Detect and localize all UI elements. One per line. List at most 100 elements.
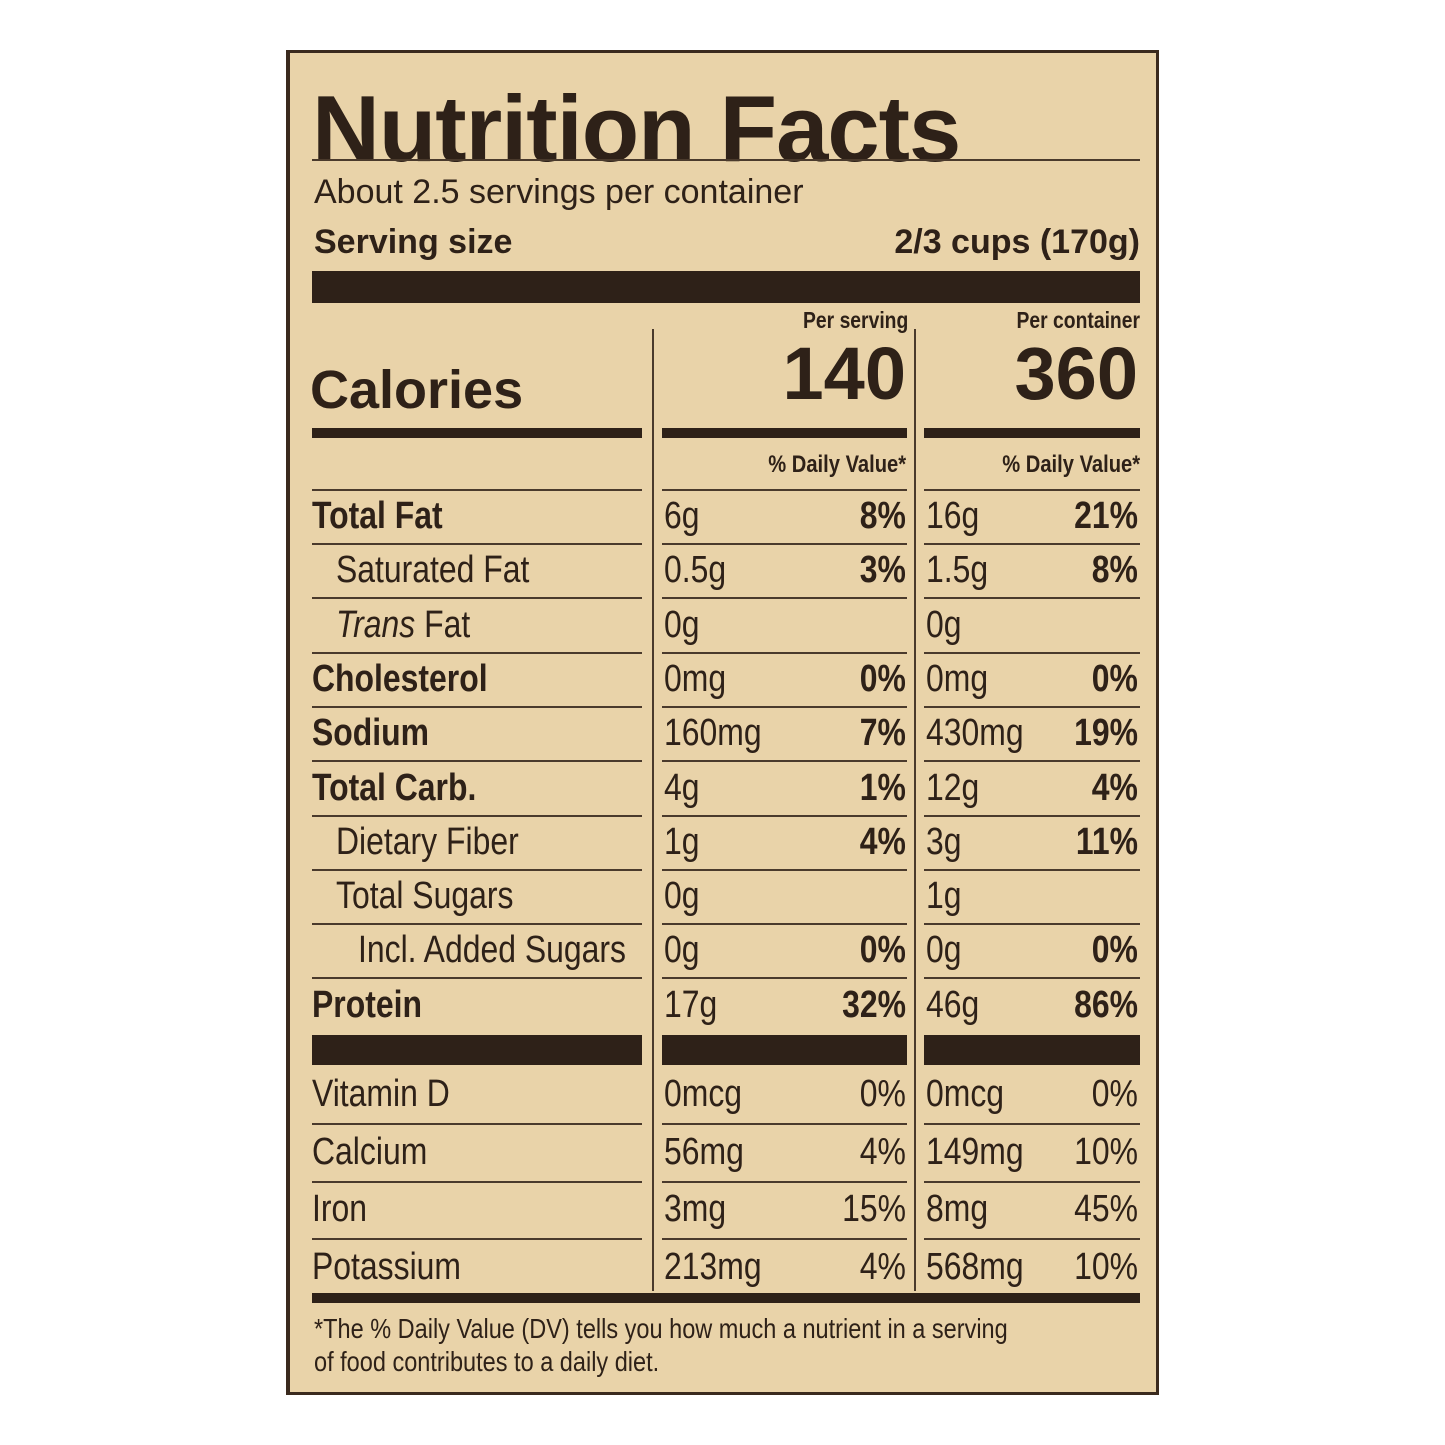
nutrient-row-line-label bbox=[312, 651, 642, 654]
vitamin-amount-serving: 213mg bbox=[664, 1245, 762, 1288]
nutrient-row-line-container bbox=[924, 651, 1140, 654]
nutrient-amount-container: 3g bbox=[926, 820, 962, 863]
nutrient-dv-serving: 4% bbox=[859, 820, 906, 863]
nutrient-dv-container: 0% bbox=[1091, 929, 1138, 972]
serving-size-value: 2/3 cups (170g) bbox=[894, 223, 1140, 261]
dv-header-line-serving bbox=[662, 489, 907, 491]
nutrient-row-line-container bbox=[924, 543, 1140, 545]
serving-size-label: Serving size bbox=[314, 223, 513, 261]
calories-per-serving: 140 bbox=[782, 332, 906, 415]
calories-bar-1 bbox=[312, 428, 642, 438]
nutrient-row-line-serving bbox=[662, 705, 907, 708]
nutrient-label: Saturated Fat bbox=[336, 549, 530, 592]
vitamin-label: Vitamin D bbox=[312, 1073, 450, 1115]
nutrient-dv-serving: 32% bbox=[842, 983, 906, 1026]
per-serving-header: Per serving bbox=[802, 307, 908, 333]
vitamin-amount-container: 149mg bbox=[926, 1130, 1024, 1173]
nutrient-amount-serving: 4g bbox=[664, 766, 700, 809]
nutrient-amount-container: 16g bbox=[926, 495, 980, 537]
daily-value-header-serving: % Daily Value* bbox=[768, 451, 906, 478]
vitamin-dv-container: 45% bbox=[1074, 1188, 1138, 1230]
nutrient-label: Total Sugars bbox=[336, 875, 514, 918]
footnote-line-1: *The % Daily Value (DV) tells you how mu… bbox=[314, 1313, 1008, 1344]
vitamin-row-line-container bbox=[924, 1180, 1140, 1183]
nutrient-row-line-container bbox=[924, 977, 1140, 980]
nutrient-dv-serving: 0% bbox=[859, 657, 906, 700]
nutrient-amount-container: 1.5g bbox=[926, 549, 989, 592]
vitamin-dv-container: 10% bbox=[1074, 1245, 1138, 1288]
vitamin-amount-container: 8mg bbox=[926, 1188, 989, 1230]
nutrient-amount-serving: 0g bbox=[664, 929, 700, 972]
nutrient-dv-serving: 8% bbox=[859, 495, 906, 537]
nutrient-dv-container: 4% bbox=[1091, 766, 1138, 809]
calories-bar-2 bbox=[662, 428, 907, 438]
vitamin-amount-serving: 56mg bbox=[664, 1130, 744, 1173]
dv-header-line-container bbox=[924, 489, 1140, 491]
vitamin-bar-1 bbox=[312, 1035, 642, 1065]
vitamin-dv-container: 10% bbox=[1074, 1130, 1138, 1173]
nutrient-amount-serving: 0g bbox=[664, 603, 700, 646]
nutrient-label: Dietary Fiber bbox=[336, 820, 519, 863]
vitamin-amount-serving: 0mcg bbox=[664, 1073, 743, 1115]
nutrient-dv-container: 8% bbox=[1091, 549, 1138, 592]
nutrient-row-line-label bbox=[312, 597, 642, 600]
nutrient-amount-serving: 0g bbox=[664, 875, 700, 918]
vitamin-bar-2 bbox=[662, 1035, 907, 1065]
nutrient-row-line-container bbox=[924, 868, 1140, 871]
calories-per-container: 360 bbox=[1014, 332, 1138, 415]
vitamin-dv-serving: 4% bbox=[859, 1130, 906, 1173]
dv-header-line-label bbox=[312, 489, 642, 491]
nutrient-row-line-container bbox=[924, 705, 1140, 708]
nutrient-amount-container: 430mg bbox=[926, 712, 1024, 755]
nutrient-row-line-serving bbox=[662, 651, 907, 654]
vitamin-amount-serving: 3mg bbox=[664, 1188, 727, 1230]
nutrient-row-line-label bbox=[312, 705, 642, 708]
nutrient-dv-serving: 3% bbox=[859, 549, 906, 592]
vitamin-row-line-label bbox=[312, 1238, 642, 1240]
nutrient-row-line-label bbox=[312, 923, 642, 926]
serving-thick-bar bbox=[312, 271, 1140, 303]
nutrient-row-line-label bbox=[312, 977, 642, 980]
nutrient-label: Total Carb. bbox=[312, 766, 477, 809]
nutrient-dv-container: 0% bbox=[1091, 657, 1138, 700]
nutrient-amount-container: 0mg bbox=[926, 657, 989, 700]
column-divider-2 bbox=[914, 329, 916, 1291]
calories-bar-3 bbox=[924, 428, 1140, 438]
nutrient-dv-container: 86% bbox=[1074, 983, 1138, 1026]
nutrient-row-line-serving bbox=[662, 760, 907, 763]
nutrient-amount-serving: 1g bbox=[664, 820, 700, 863]
vitamin-label: Iron bbox=[312, 1188, 368, 1230]
column-divider-1 bbox=[652, 329, 654, 1291]
nutrient-row-line-container bbox=[924, 923, 1140, 926]
nutrient-row-line-serving bbox=[662, 543, 907, 545]
vitamin-row-line-serving bbox=[662, 1123, 907, 1125]
nutrient-label: Trans Fat bbox=[336, 603, 471, 646]
nutrient-amount-serving: 0.5g bbox=[664, 549, 727, 592]
nutrient-row-line-container bbox=[924, 597, 1140, 600]
vitamin-label: Potassium bbox=[312, 1245, 462, 1288]
nutrient-row-line-serving bbox=[662, 868, 907, 871]
vitamin-amount-container: 0mcg bbox=[926, 1073, 1005, 1115]
nutrient-amount-serving: 0mg bbox=[664, 657, 727, 700]
footnote-line-2: of food contributes to a daily diet. bbox=[314, 1346, 660, 1377]
nutrient-row-line-serving bbox=[662, 923, 907, 926]
nutrition-facts-label: Nutrition Facts About 2.5 servings per c… bbox=[286, 50, 1159, 1395]
nutrient-amount-container: 0g bbox=[926, 929, 962, 972]
vitamin-row-line-container bbox=[924, 1238, 1140, 1240]
nutrient-label: Cholesterol bbox=[312, 657, 488, 700]
vitamin-label: Calcium bbox=[312, 1130, 428, 1173]
nutrient-row-line-label bbox=[312, 814, 642, 817]
per-container-header: Per container bbox=[1016, 307, 1140, 333]
vitamin-bar-3 bbox=[924, 1035, 1140, 1065]
nutrient-amount-serving: 6g bbox=[664, 495, 700, 537]
label-title: Nutrition Facts bbox=[312, 76, 961, 181]
nutrient-row-line-serving bbox=[662, 977, 907, 980]
vitamin-dv-serving: 0% bbox=[859, 1073, 906, 1115]
vitamin-row-line-label bbox=[312, 1123, 642, 1125]
nutrient-label: Sodium bbox=[312, 712, 430, 755]
nutrient-dv-container: 21% bbox=[1074, 495, 1138, 537]
nutrient-dv-serving: 7% bbox=[859, 712, 906, 755]
vitamin-row-line-container bbox=[924, 1123, 1140, 1125]
nutrient-amount-container: 1g bbox=[926, 875, 962, 918]
nutrient-row-line-label bbox=[312, 760, 642, 763]
